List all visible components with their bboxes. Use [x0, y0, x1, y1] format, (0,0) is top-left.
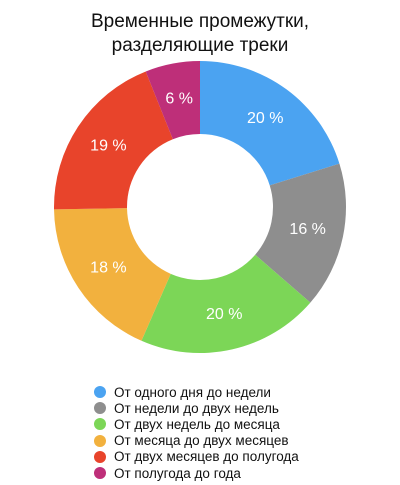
- legend-item: От двух недель до месяца: [94, 416, 394, 432]
- legend-label: От недели до двух недель: [114, 400, 279, 416]
- legend-item: От недели до двух недель: [94, 400, 394, 416]
- legend-item: От одного дня до недели: [94, 384, 394, 400]
- legend-label: От двух недель до месяца: [114, 416, 280, 432]
- legend-label: От полугода до года: [114, 465, 241, 481]
- slice-value-label: 20 %: [206, 306, 242, 323]
- legend-item: От двух месяцев до полугода: [94, 449, 394, 465]
- donut-slice: [145, 61, 200, 140]
- donut-slice: [54, 71, 173, 210]
- legend-swatch-icon: [94, 450, 106, 463]
- legend-swatch-icon: [94, 467, 106, 480]
- slice-value-label: 19 %: [90, 138, 126, 155]
- slice-value-label: 6 %: [165, 90, 193, 107]
- chart-title: Временные промежутки, разделяющие треки: [0, 10, 400, 58]
- chart-legend: От одного дня до недели От недели до дву…: [94, 384, 394, 481]
- chart-title-line-1: Временные промежутки,: [90, 11, 310, 32]
- legend-item: От полугода до года: [94, 465, 394, 481]
- legend-label: От одного дня до недели: [114, 384, 271, 400]
- legend-label: От месяца до двух месяцев: [114, 433, 289, 449]
- slice-value-label: 18 %: [90, 259, 126, 276]
- slice-value-label: 16 %: [289, 221, 325, 238]
- donut-slice: [54, 208, 171, 341]
- donut-slice: [255, 163, 347, 303]
- legend-swatch-icon: [94, 386, 106, 399]
- legend-swatch-icon: [94, 434, 106, 447]
- legend-swatch-icon: [94, 402, 106, 415]
- legend-swatch-icon: [94, 418, 106, 431]
- slice-value-label: 20 %: [247, 110, 283, 127]
- donut-slice: [141, 254, 311, 354]
- donut-slice: [200, 61, 340, 186]
- chart-title-line-2: разделяющие треки: [111, 35, 289, 56]
- legend-label: От двух месяцев до полугода: [114, 449, 299, 465]
- legend-item: От месяца до двух месяцев: [94, 433, 394, 449]
